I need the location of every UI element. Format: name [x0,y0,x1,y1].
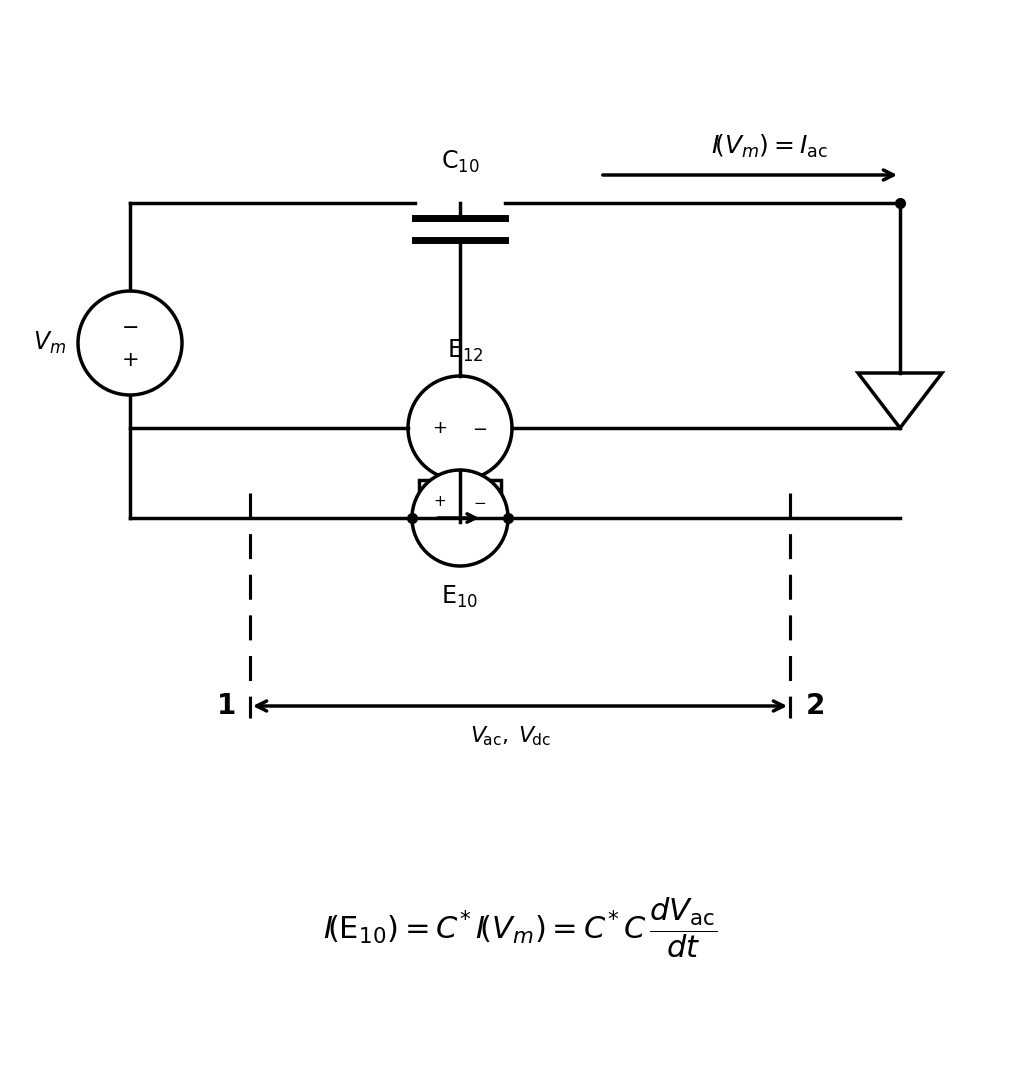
Text: $I\!\left(\mathrm{E}_{10}\right)=C^{\!*}I\!\left(V_m\right)=C^{\!*}C\,\dfrac{dV_: $I\!\left(\mathrm{E}_{10}\right)=C^{\!*}… [323,896,718,960]
Bar [419,480,501,521]
Text: $\mathbf{1}$: $\mathbf{1}$ [216,693,235,720]
Text: $V_{\!\mathrm{ac}},\;V_{\!\mathrm{dc}}$: $V_{\!\mathrm{ac}},\;V_{\!\mathrm{dc}}$ [469,724,550,748]
Text: $-$: $-$ [473,418,488,437]
Text: $\mathrm{E}_{10}$: $\mathrm{E}_{10}$ [442,584,479,611]
Text: $\mathbf{2}$: $\mathbf{2}$ [805,693,824,720]
Text: $-$: $-$ [121,317,139,336]
Text: $\mathrm{C}_{10}$: $\mathrm{C}_{10}$ [440,149,480,175]
Circle shape [408,376,512,480]
Text: $I\!\left(V_m\right)=I_{\mathrm{ac}}$: $I\!\left(V_m\right)=I_{\mathrm{ac}}$ [711,133,828,160]
Text: $-$: $-$ [474,494,487,509]
Text: $+$: $+$ [432,418,448,437]
Text: $+$: $+$ [433,494,447,509]
Circle shape [412,470,508,565]
Text: $V_m$: $V_m$ [33,329,66,356]
Circle shape [78,291,182,395]
Text: $+$: $+$ [121,350,139,370]
Text: $\mathrm{E}_{12}$: $\mathrm{E}_{12}$ [447,338,483,364]
